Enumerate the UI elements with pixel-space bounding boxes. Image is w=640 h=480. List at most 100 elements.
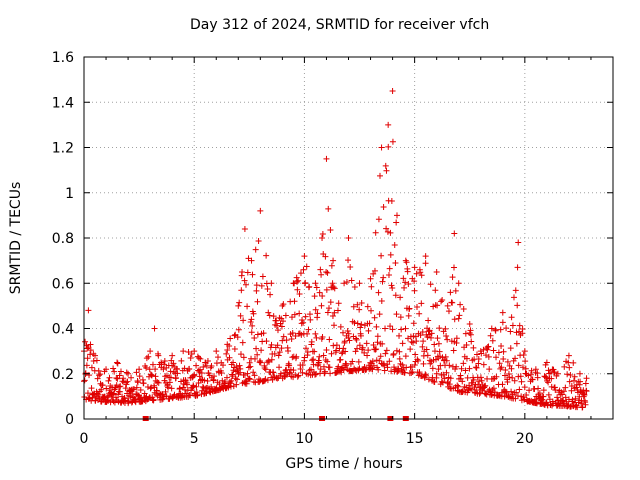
data-point [431, 378, 438, 385]
data-point [535, 385, 542, 392]
data-point [292, 333, 299, 340]
data-point [308, 338, 315, 345]
data-point [218, 370, 225, 377]
data-point [150, 396, 157, 403]
data-point [515, 362, 522, 369]
data-point [335, 300, 342, 307]
data-point [485, 343, 492, 350]
data-point-peak [508, 314, 515, 321]
data-point-peak [451, 230, 458, 237]
data-point [346, 337, 353, 344]
data-point [365, 327, 372, 334]
data-point [319, 334, 326, 341]
data-point [241, 371, 248, 378]
data-point [239, 269, 246, 276]
data-point-peak [565, 352, 572, 359]
data-point [300, 266, 307, 273]
data-point-peak [268, 280, 275, 287]
data-point-peak [367, 275, 374, 282]
data-point [445, 308, 452, 315]
data-point [499, 381, 506, 388]
data-point [160, 393, 167, 400]
data-point [518, 378, 525, 385]
data-point [521, 384, 528, 391]
data-point [513, 389, 520, 396]
data-point [444, 336, 451, 343]
data-point [240, 354, 247, 361]
data-point [273, 317, 280, 324]
data-point [109, 391, 116, 398]
data-point [353, 336, 360, 343]
data-point [425, 376, 432, 383]
data-point [420, 360, 427, 367]
data-point [453, 335, 460, 342]
data-point [152, 366, 159, 373]
data-point [365, 347, 372, 354]
y-tick-label: 0.4 [52, 322, 74, 338]
data-point [357, 324, 364, 331]
data-point [488, 391, 495, 398]
data-point [325, 305, 332, 312]
data-point [324, 309, 331, 316]
data-point [262, 366, 269, 373]
data-point [422, 371, 429, 378]
data-point [294, 286, 301, 293]
data-point [411, 361, 418, 368]
data-point [569, 396, 576, 403]
data-point [286, 370, 293, 377]
data-point [380, 204, 387, 211]
data-point-peak [330, 257, 337, 264]
data-point [194, 392, 201, 399]
data-point [105, 397, 112, 404]
data-point [116, 383, 123, 390]
data-point [84, 345, 91, 352]
data-point [258, 282, 265, 289]
data-point [231, 346, 238, 353]
data-point [406, 305, 413, 312]
data-point [411, 287, 418, 294]
data-point [246, 376, 253, 383]
data-point [438, 378, 445, 385]
data-point [343, 278, 350, 285]
data-point [392, 292, 399, 299]
data-point [246, 375, 253, 382]
data-point [265, 309, 272, 316]
data-point [540, 387, 547, 394]
data-point [378, 297, 385, 304]
data-point [134, 379, 141, 386]
data-point [402, 353, 409, 360]
data-point [133, 369, 140, 376]
data-point [263, 338, 270, 345]
data-point [251, 334, 258, 341]
data-point [250, 369, 257, 376]
data-point [562, 384, 569, 391]
data-point [280, 333, 287, 340]
y-axis-label: SRMTID / TECUs [8, 181, 24, 295]
data-point [123, 369, 130, 376]
data-point [323, 346, 330, 353]
data-point [571, 373, 578, 380]
data-point [296, 291, 303, 298]
data-point-peak [444, 302, 451, 309]
data-point [255, 238, 262, 245]
data-point [304, 348, 311, 355]
data-point [370, 362, 377, 369]
data-point-peak [312, 280, 319, 287]
data-point [239, 339, 246, 346]
data-point [325, 205, 332, 212]
data-point [311, 371, 318, 378]
data-point [583, 388, 590, 395]
data-point [523, 392, 530, 399]
data-point [370, 270, 377, 277]
data-point [443, 332, 450, 339]
data-point [176, 385, 183, 392]
data-point-peak [341, 280, 348, 287]
data-point [268, 356, 275, 363]
data-point [476, 390, 483, 397]
data-point [554, 394, 561, 401]
data-point-peak [521, 348, 528, 355]
data-point [407, 333, 414, 340]
data-point [443, 369, 450, 376]
data-point [259, 273, 266, 280]
